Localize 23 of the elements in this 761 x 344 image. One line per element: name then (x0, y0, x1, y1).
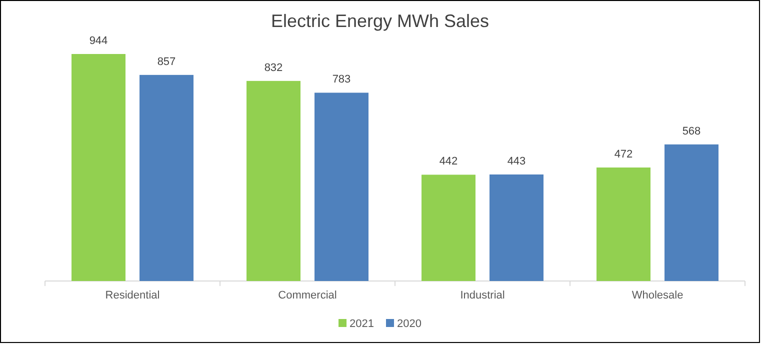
data-label: 857 (157, 56, 176, 68)
bar (422, 174, 476, 281)
bar (246, 80, 300, 281)
legend-label: 2021 (350, 318, 374, 330)
x-tick-label: Industrial (460, 289, 505, 302)
data-label: 944 (89, 35, 108, 47)
bar (314, 92, 368, 281)
x-tick-label: Wholesale (632, 289, 684, 302)
bar (596, 168, 650, 281)
data-label: 783 (332, 74, 351, 86)
bar (664, 144, 718, 281)
x-tick-label: Commercial (278, 289, 337, 302)
chart-title: Electric Energy MWh Sales (270, 11, 490, 31)
data-label: 832 (264, 62, 283, 74)
bar (490, 174, 544, 281)
legend-label: 2020 (397, 318, 422, 330)
bar (72, 54, 126, 281)
data-label: 443 (507, 155, 526, 168)
data-label: 568 (682, 125, 701, 138)
x-tick-label: Residential (105, 289, 160, 302)
bar (140, 74, 194, 281)
data-label: 472 (614, 148, 633, 160)
data-label: 442 (439, 156, 458, 168)
